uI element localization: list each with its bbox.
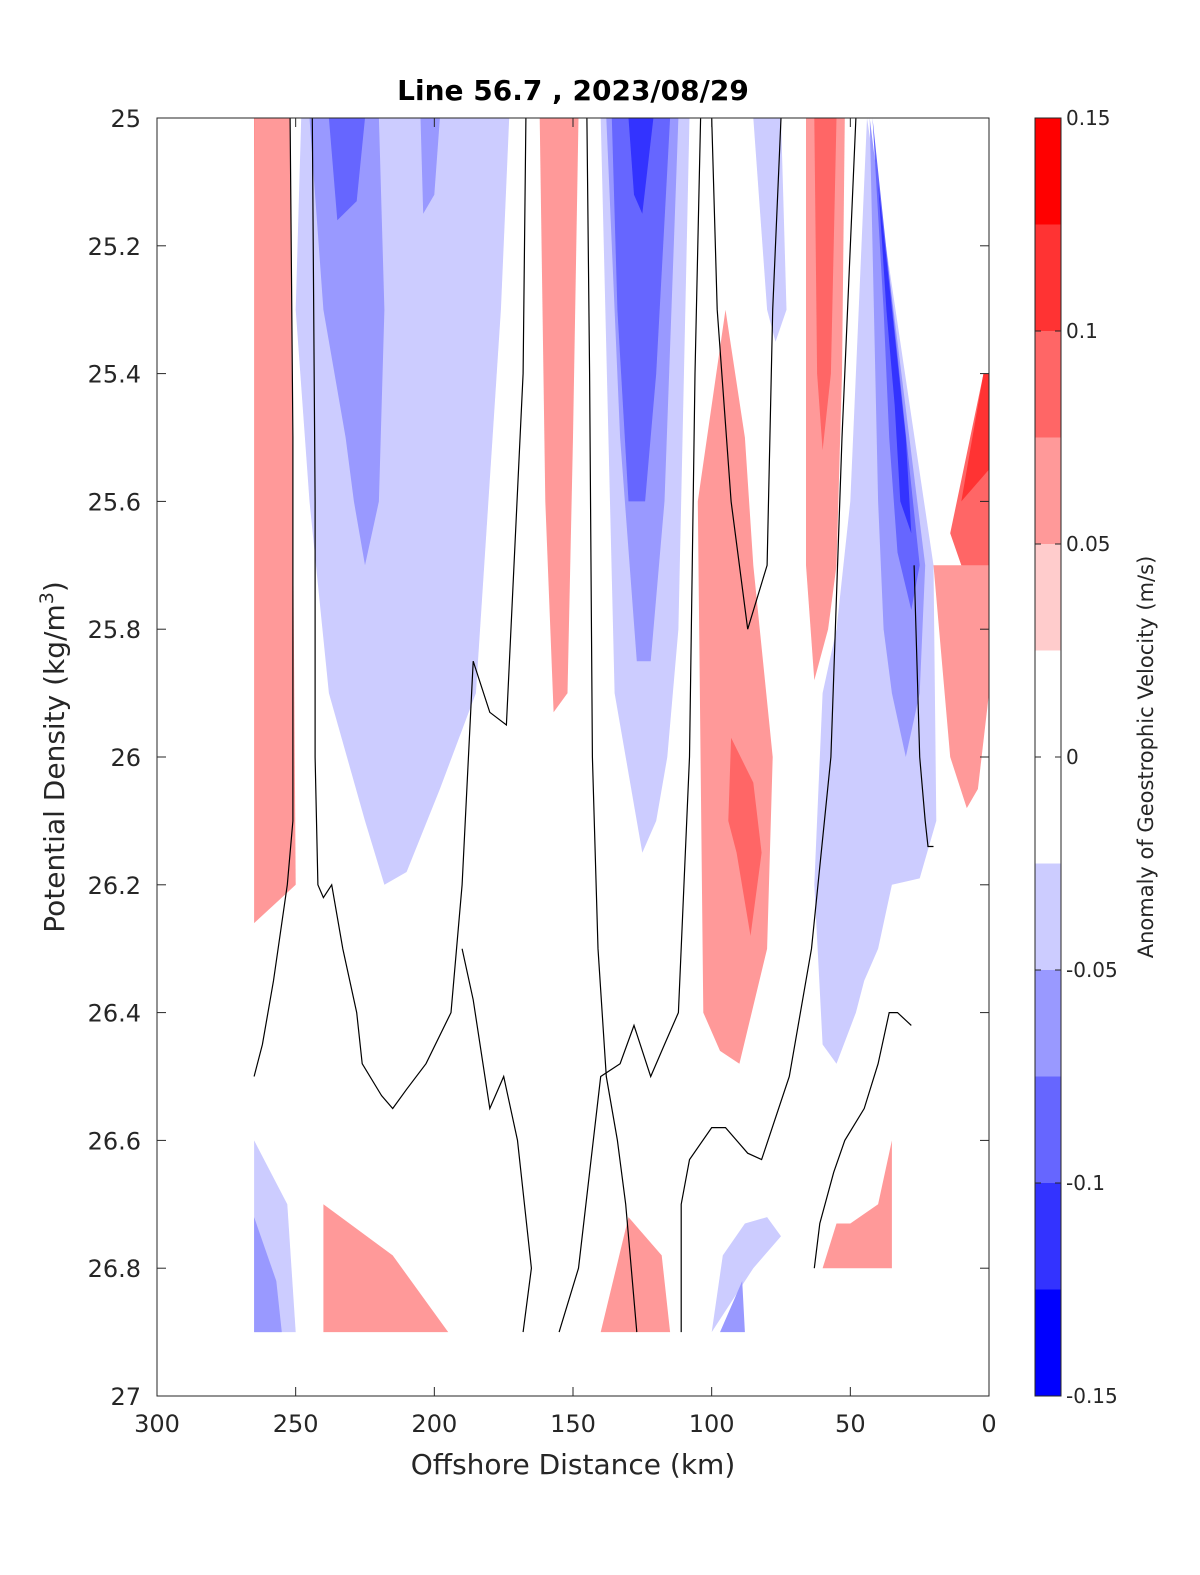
colorbar-tick-label: 0.1 [1066, 319, 1098, 343]
y-tick-label: 25 [110, 105, 141, 133]
x-tick-label: 250 [273, 1410, 319, 1438]
y-axis-ticks: 25 25.2 25.4 25.6 25.8 26 26.2 26.4 26.6 26.8 27 [88, 105, 989, 1411]
colorbar-tick-label: -0.15 [1066, 1384, 1118, 1408]
x-axis-ticks: 300 250 200 150 100 50 0 [134, 118, 997, 1438]
zero-contour-8 [461, 948, 533, 1333]
x-tick-label: 50 [835, 1410, 866, 1438]
contour-fill-33 [822, 1140, 892, 1269]
colorbar-tick-label: 0 [1066, 745, 1079, 769]
contour-fill-9 [420, 118, 440, 214]
zero-contour-lines [253, 118, 934, 1333]
y-tick-label: 25.2 [88, 233, 141, 261]
y-tick-label: 26.8 [88, 1255, 141, 1283]
y-tick-label: 26.2 [88, 872, 141, 900]
y-tick-label: 26 [110, 744, 141, 772]
colorbar-tick-label: -0.1 [1066, 1171, 1105, 1195]
colorbar-band-8 [1035, 1076, 1061, 1183]
colorbar: 0.15 0.1 0.05 0 -0.05 -0.1 -0.15 [1034, 106, 1118, 1408]
colorbar-band-2 [1035, 331, 1061, 438]
colorbar-band-4 [1035, 544, 1061, 651]
contour-fill-20 [814, 118, 937, 1064]
y-axis-label: Potential Density (kg/m3) [36, 581, 71, 933]
colorbar-band-1 [1035, 224, 1061, 331]
colorbar-band-0 [1035, 118, 1061, 225]
y-tick-label: 25.6 [88, 488, 141, 516]
x-axis-label: Offshore Distance (km) [411, 1448, 736, 1481]
y-tick-label: 26.4 [88, 1000, 141, 1028]
contour-fill-29 [323, 1204, 449, 1333]
contour-fill-5 [254, 118, 296, 924]
x-tick-label: 100 [689, 1410, 735, 1438]
zero-contour-7 [813, 1011, 912, 1269]
contour-fill-26 [933, 565, 989, 809]
colorbar-band-6 [1035, 863, 1061, 970]
y-tick-label: 27 [110, 1383, 141, 1411]
contour-fill-13 [611, 118, 671, 502]
y-tick-label: 26.6 [88, 1127, 141, 1155]
contour-fill-28 [254, 1217, 282, 1333]
colorbar-tick-label: -0.05 [1066, 958, 1118, 982]
contour-fill-32 [720, 1281, 745, 1333]
zero-contour-6 [913, 565, 934, 848]
colorbar-band-7 [1035, 970, 1061, 1077]
contour-fill-19 [814, 118, 837, 451]
colorbar-band-10 [1035, 1289, 1061, 1396]
x-tick-label: 300 [134, 1410, 180, 1438]
zero-contour-0 [253, 118, 294, 1077]
contour-fill-30 [600, 1217, 671, 1333]
contour-fill-25 [961, 373, 989, 502]
x-tick-label: 150 [550, 1410, 596, 1438]
colorbar-band-9 [1035, 1183, 1061, 1290]
contour-fill-8 [328, 118, 365, 221]
zero-contour-1 [311, 118, 527, 1110]
contour-fill-31 [711, 1217, 781, 1333]
chart-title: Line 56.7 , 2023/08/29 [397, 74, 749, 107]
y-tick-label: 25.8 [88, 616, 141, 644]
zero-contour-4 [680, 118, 857, 1333]
zero-contour-2 [586, 118, 638, 1333]
colorbar-band-3 [1035, 437, 1061, 544]
x-tick-label: 200 [411, 1410, 457, 1438]
contour-fill-14 [628, 118, 654, 214]
y-tick-label: 25.4 [88, 361, 141, 389]
colorbar-label: Anomaly of Geostrophic Velocity (m/s) [1134, 556, 1158, 959]
filled-contours [254, 118, 989, 1333]
contour-fill-16 [728, 737, 762, 936]
colorbar-tick-label: 0.05 [1066, 532, 1111, 556]
contour-fill-23 [878, 181, 912, 534]
zero-contour-3 [711, 118, 782, 630]
zero-contour-5 [558, 118, 702, 1333]
contour-fill-7 [309, 118, 385, 566]
colorbar-tick-label: 0.15 [1066, 106, 1111, 130]
x-tick-label: 0 [981, 1410, 996, 1438]
contour-fill-10 [539, 118, 579, 713]
